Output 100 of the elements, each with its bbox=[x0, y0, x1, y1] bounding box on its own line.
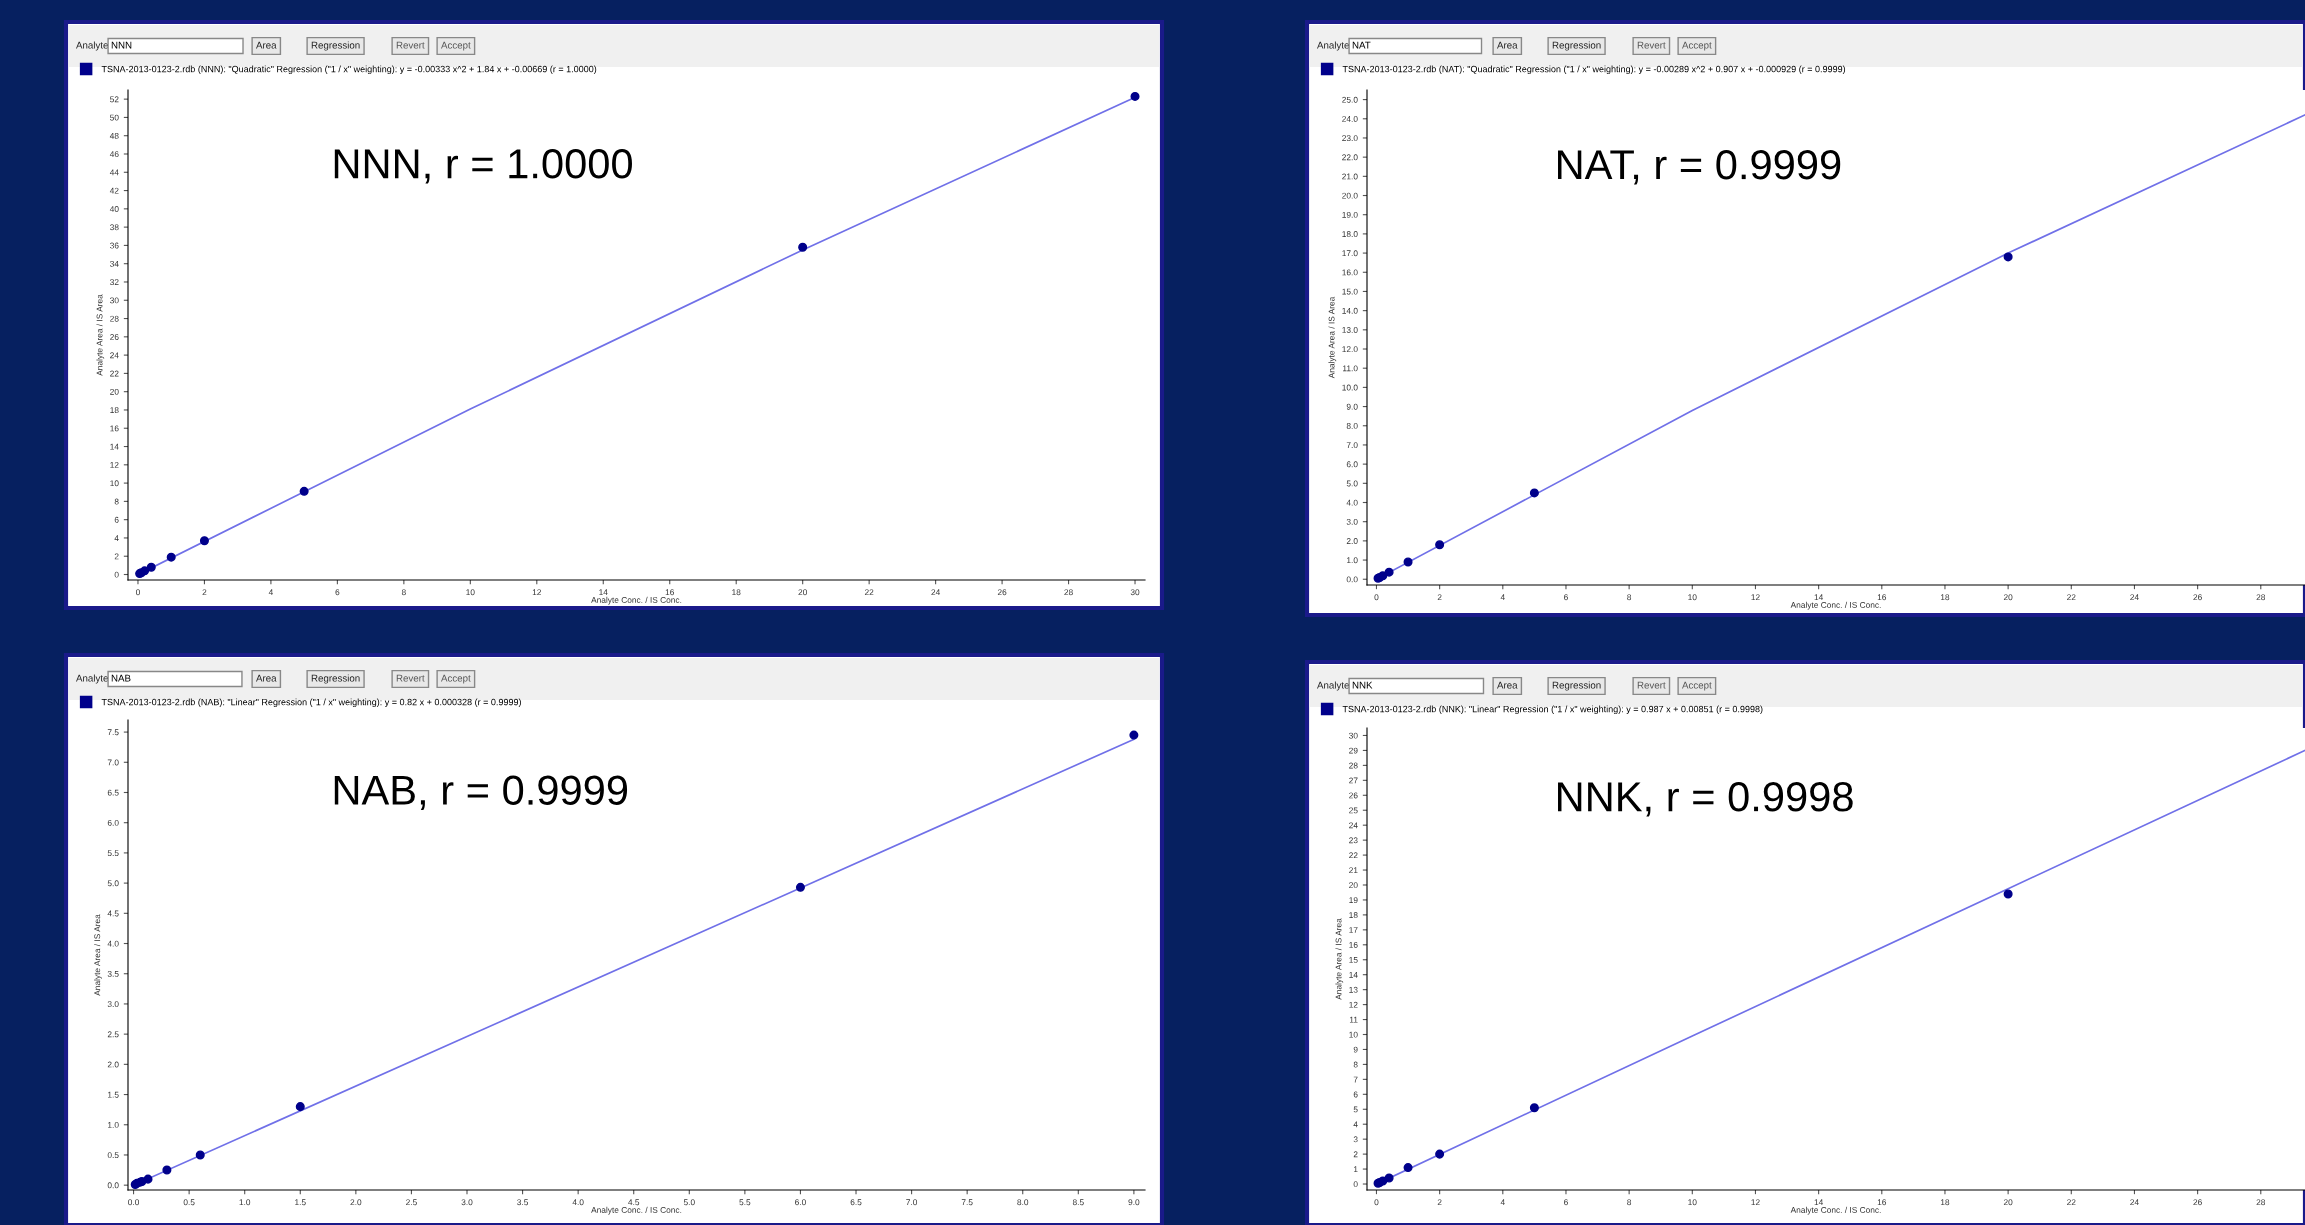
x-tick-label: 6.5 bbox=[850, 1199, 862, 1206]
y-tick-label: 3.5 bbox=[107, 970, 119, 977]
text: NAB bbox=[111, 674, 131, 682]
x-tick-label: 1.5 bbox=[295, 1199, 306, 1206]
y-tick-label: 48 bbox=[109, 132, 119, 139]
y-tick-label: 9.0 bbox=[1346, 403, 1358, 410]
y-tick-label: 18.0 bbox=[1342, 231, 1358, 237]
y-tick-label: 8 bbox=[1353, 1061, 1358, 1068]
y-tick-label: 22.0 bbox=[1342, 154, 1358, 161]
y-tick-label: 27 bbox=[1349, 777, 1358, 784]
x-tick-label: 20 bbox=[2003, 594, 2013, 601]
y-tick-label: 34 bbox=[110, 260, 119, 267]
x-tick-label: 14 bbox=[1814, 1199, 1824, 1206]
y-tick-label: 23.0 bbox=[1342, 135, 1358, 142]
x-tick-label: 24 bbox=[2130, 594, 2139, 601]
text: Regression bbox=[311, 674, 360, 684]
y-tick-label: 7.0 bbox=[1346, 442, 1358, 449]
y-tick-label: 19 bbox=[1349, 897, 1358, 904]
x-axis-title: Analyte Conc. / IS Conc. bbox=[1790, 1206, 1881, 1215]
x-tick-label: 8.5 bbox=[1072, 1199, 1084, 1206]
y-tick-label: 12 bbox=[1349, 1001, 1358, 1008]
x-tick-label: 24 bbox=[931, 589, 941, 596]
x-tick-label: 28 bbox=[2256, 1199, 2266, 1206]
y-tick-label: 5 bbox=[1353, 1106, 1358, 1113]
annotation: NNN, r = 1.0000 bbox=[334, 149, 632, 184]
y-tick-label: 15.0 bbox=[1342, 288, 1358, 295]
y-tick-label: 1 bbox=[1353, 1166, 1358, 1173]
text: Accept bbox=[441, 41, 471, 51]
y-tick-label: 5.0 bbox=[1346, 480, 1358, 487]
y-tick-label: 3.0 bbox=[107, 1001, 119, 1008]
x-tick-label: 6 bbox=[1564, 594, 1568, 601]
y-tick-label: 21 bbox=[1349, 867, 1358, 874]
text: Accept bbox=[441, 674, 471, 684]
y-tick-label: 17.0 bbox=[1342, 250, 1358, 257]
x-tick-label: 26 bbox=[997, 589, 1007, 596]
text: Area bbox=[256, 41, 277, 49]
x-tick-label: 4 bbox=[268, 589, 273, 596]
y-tick-label: 3 bbox=[1353, 1136, 1358, 1143]
y-tick-label: 20 bbox=[1349, 882, 1358, 889]
text: Area bbox=[1497, 41, 1518, 49]
y-tick-label: 5.0 bbox=[107, 880, 119, 887]
annotation: NAB, r = 0.9999 bbox=[334, 775, 628, 810]
x-tick-label: 22 bbox=[864, 589, 874, 596]
text: Analyte: bbox=[76, 674, 111, 684]
x-tick-label: 10 bbox=[1688, 594, 1697, 601]
y-tick-label: 30 bbox=[110, 297, 119, 304]
x-tick-label: 3.0 bbox=[461, 1199, 473, 1206]
legend-label: TSNA-2013-0123-2.rdb (NNN): "Quadratic" Regression ("1 / x" weighting): y = -0.00333 x^2 + 1.84 x + -0.00669 (r = 1.0000) bbox=[101, 65, 597, 75]
x-tick-label: 22 bbox=[2067, 594, 2076, 601]
y-tick-label: 44 bbox=[109, 169, 119, 176]
legend-label: TSNA-2013-0123-2.rdb (NAB): "Linear" Regression ("1 / x" weighting): y = 0.82 x + 0.000328 (r = 0.9999) bbox=[101, 698, 521, 708]
y-tick-label: 18 bbox=[1349, 912, 1358, 918]
x-tick-label: 30 bbox=[1130, 589, 1140, 596]
y-tick-label: 4 bbox=[114, 535, 119, 541]
x-tick-label: 12 bbox=[1751, 1199, 1760, 1206]
y-tick-label: 20.0 bbox=[1342, 192, 1358, 199]
y-tick-label: 6 bbox=[1353, 1091, 1358, 1098]
y-tick-label: 4.0 bbox=[1346, 499, 1358, 506]
y-tick-label: 10.0 bbox=[1342, 384, 1358, 391]
x-tick-label: 12 bbox=[1751, 594, 1760, 601]
y-tick-label: 2.0 bbox=[1346, 538, 1358, 544]
y-axis-title: Analyte Area / IS Area bbox=[94, 914, 102, 996]
y-tick-label: 4.0 bbox=[107, 940, 119, 947]
text: Area bbox=[1497, 681, 1518, 689]
x-tick-label: 8 bbox=[1627, 594, 1632, 601]
text: Analyte: bbox=[1317, 41, 1352, 51]
x-tick-label: 4.0 bbox=[572, 1199, 584, 1206]
y-tick-label: 1.0 bbox=[1347, 557, 1358, 564]
text: Revert bbox=[1637, 41, 1666, 49]
y-tick-label: 15 bbox=[1349, 957, 1358, 963]
y-tick-label: 32 bbox=[110, 279, 119, 286]
x-tick-label: 24 bbox=[2130, 1199, 2139, 1206]
y-tick-label: 1.5 bbox=[108, 1091, 119, 1098]
x-tick-label: 22 bbox=[2067, 1199, 2076, 1206]
y-tick-label: 0.0 bbox=[107, 1182, 119, 1189]
y-tick-label: 7.0 bbox=[107, 759, 119, 766]
x-tick-label: 26 bbox=[2193, 594, 2202, 601]
x-tick-label: 14 bbox=[599, 589, 608, 596]
y-tick-label: 9 bbox=[1353, 1046, 1358, 1053]
y-tick-label: 24.0 bbox=[1342, 115, 1358, 122]
legend-label: TSNA-2013-0123-2.rdb (NAT): "Quadratic" Regression ("1 / x" weighting): y = -0.00289 x^2 + 0.907 x + -0.000929 (r = 0.9999) bbox=[1342, 65, 1846, 75]
x-tick-label: 5.0 bbox=[683, 1199, 695, 1206]
x-tick-label: 18 bbox=[732, 589, 741, 596]
x-tick-label: 4.5 bbox=[628, 1199, 640, 1206]
x-tick-label: 12 bbox=[532, 589, 542, 596]
x-tick-label: 28 bbox=[2256, 594, 2266, 601]
y-axis-title: Analyte Area / IS Area bbox=[96, 294, 105, 376]
y-tick-label: 12.0 bbox=[1342, 346, 1358, 353]
x-axis-title: Analyte Conc. / IS Conc. bbox=[591, 596, 682, 605]
x-axis-title: Analyte Conc. / IS Conc. bbox=[1790, 601, 1881, 610]
text: NNN bbox=[111, 41, 132, 49]
y-tick-label: 46 bbox=[109, 151, 119, 158]
y-tick-label: 0 bbox=[114, 571, 119, 578]
y-tick-label: 38 bbox=[110, 224, 119, 231]
text: NNK bbox=[1352, 681, 1373, 689]
x-tick-label: 2 bbox=[202, 589, 207, 596]
x-tick-label: 3.5 bbox=[517, 1199, 529, 1206]
y-tick-label: 1.0 bbox=[108, 1121, 119, 1128]
text: Analyte: bbox=[1317, 681, 1352, 691]
y-tick-label: 20 bbox=[110, 388, 119, 395]
